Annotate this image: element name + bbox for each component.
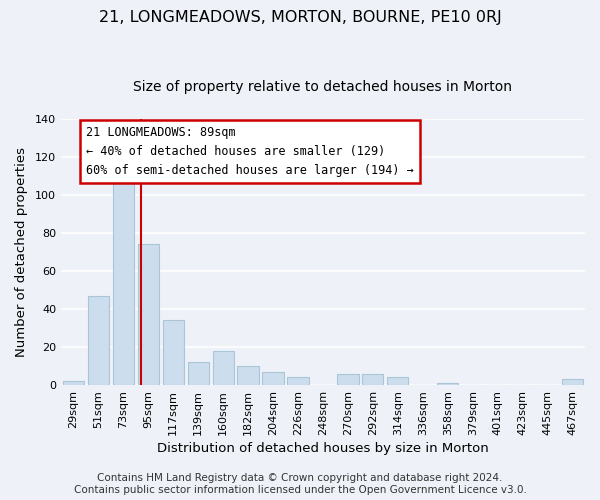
Bar [113,182,134,385]
Bar [212,351,234,385]
Text: 21, LONGMEADOWS, MORTON, BOURNE, PE10 0RJ: 21, LONGMEADOWS, MORTON, BOURNE, PE10 0R… [98,10,502,25]
Bar [63,382,84,385]
Text: 21 LONGMEADOWS: 89sqm
← 40% of detached houses are smaller (129)
60% of semi-det: 21 LONGMEADOWS: 89sqm ← 40% of detached … [86,126,413,178]
Bar [137,244,159,385]
Bar [262,372,284,385]
Y-axis label: Number of detached properties: Number of detached properties [15,147,28,357]
Bar [163,320,184,385]
Bar [287,378,308,385]
Bar [437,383,458,385]
Bar [238,366,259,385]
Bar [88,296,109,385]
Bar [337,374,359,385]
Text: Contains HM Land Registry data © Crown copyright and database right 2024.
Contai: Contains HM Land Registry data © Crown c… [74,474,526,495]
Bar [387,378,409,385]
Bar [188,362,209,385]
X-axis label: Distribution of detached houses by size in Morton: Distribution of detached houses by size … [157,442,489,455]
Title: Size of property relative to detached houses in Morton: Size of property relative to detached ho… [133,80,512,94]
Bar [562,380,583,385]
Bar [362,374,383,385]
